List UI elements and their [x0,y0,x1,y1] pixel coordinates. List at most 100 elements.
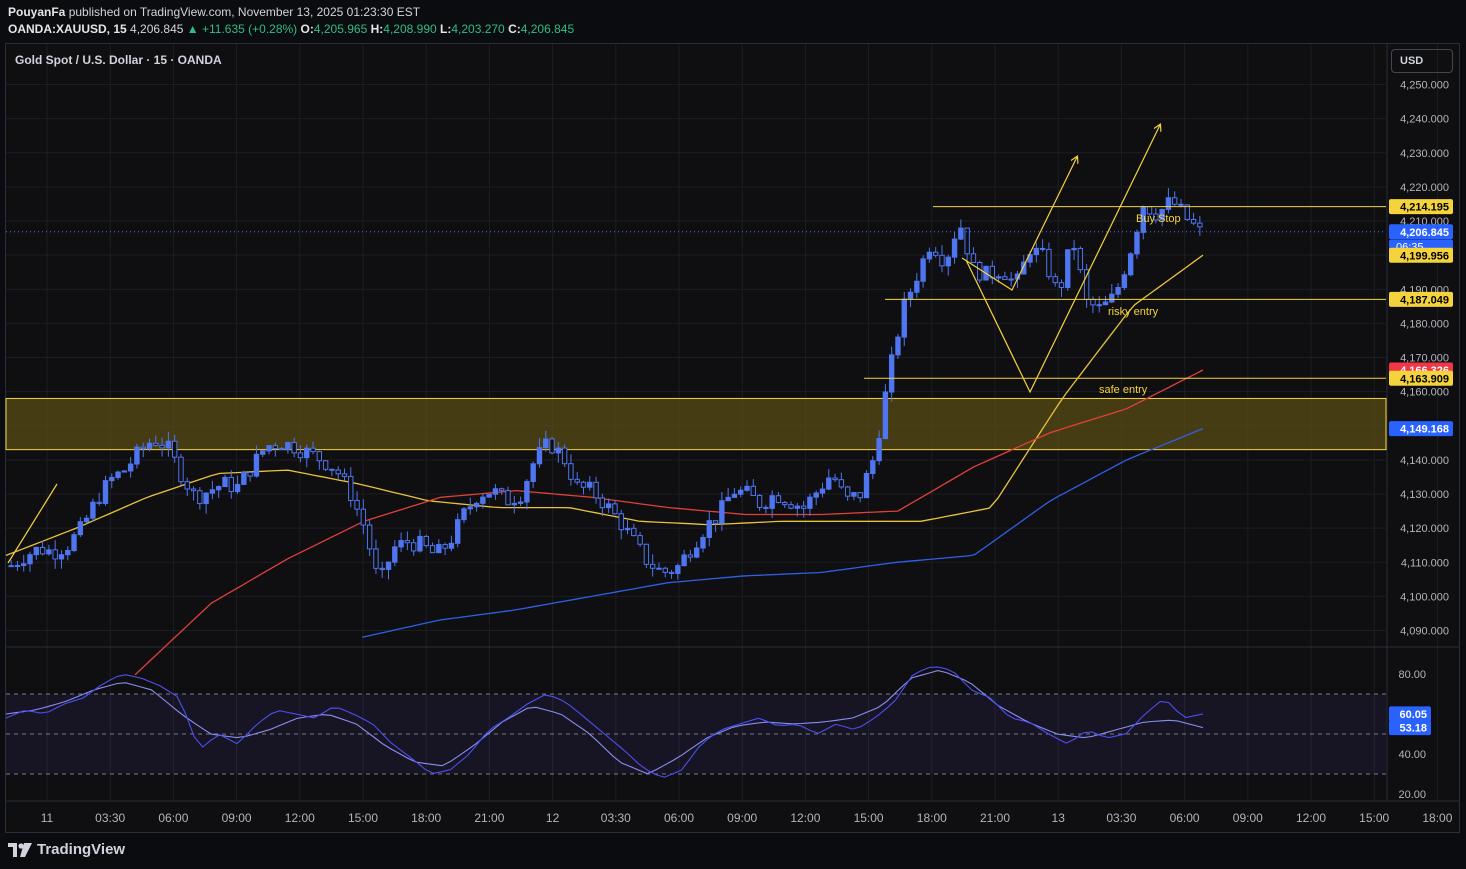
candle-bull [995,276,1002,279]
time-tick-label: 18:00 [917,811,947,825]
candle-bull [46,549,52,555]
candle-bull [1065,249,1071,288]
candle-bull [209,489,216,494]
author-name[interactable]: PouyanFa [8,5,66,19]
candle-bear [228,476,234,493]
candle-bull [203,492,209,505]
candle-bull [1109,293,1115,303]
candle-bull [121,470,128,473]
time-tick-label: 03:30 [601,811,631,825]
candle-bull [863,472,870,499]
candle-bull [1134,231,1140,255]
candle-bull [1165,197,1172,210]
time-tick-label: 13 [1052,811,1066,825]
publish-info: published on TradingView.com, November 1… [68,5,421,19]
candle-bull [58,554,65,560]
time-tick-label: 15:00 [348,811,378,825]
candle-bear [272,445,279,450]
candles [8,187,1203,580]
candle-bear [549,438,555,454]
candle-bull [65,549,71,556]
time-tick-label: 11 [41,811,54,825]
candle-bear [52,549,58,560]
candle-bull [1127,253,1134,276]
candle-bull [486,493,492,498]
candle-bear [750,485,757,496]
price-label-box-drawing [1389,291,1453,307]
tradingview-logo[interactable]: TradingView [8,841,125,858]
currency-button[interactable]: USD [1391,49,1453,73]
price-axis[interactable]: 4,250.000 4,240.000 4,230.000 4,220.000 4,21… [1389,80,1453,802]
candle-bear [756,494,763,508]
zigzag-risky-arrow[interactable] [961,157,1077,291]
candle-bear [763,506,769,509]
rsi-value-box [1389,720,1431,736]
candle-bull [253,453,260,477]
high-value: 4,208.990 [383,22,437,36]
candle-bear [775,495,782,504]
candle-bull [744,485,750,491]
candle-bear [649,563,656,569]
candle-bull [448,542,455,549]
publish-line: PouyanFa published on TradingView.com, N… [8,4,574,21]
candle-bear [410,542,417,552]
tradingview-logo-icon [8,842,32,857]
ema-slow-line [361,427,1204,638]
candle-bear [1190,218,1197,224]
candle-bull [656,567,662,570]
candle-bear [341,473,348,477]
price-label-drawing: 4,214.195 [1400,202,1449,214]
candle-bull [109,476,115,482]
candle-bear [1058,282,1065,288]
rsi-value-box [1389,706,1431,722]
candle-bull [926,251,933,260]
candle-bull [1102,301,1109,306]
candle-bear [1184,204,1190,220]
candle-bear [1171,197,1178,205]
trade-drawings[interactable]: Buy Stop risky entry safe entry [6,125,1386,564]
ohlc-line: OANDA:XAUUSD, 15 4,206.845 ▲ +11.635 (+0… [8,21,574,38]
price-tick-label: 4,170.000 [1400,353,1449,365]
risky-entry-label: risky entry [1108,306,1159,318]
candle-bear [316,451,323,462]
candle-bull [304,447,310,459]
candle-bull [398,540,404,548]
candle-bear [278,448,285,451]
candle-bull [700,536,706,549]
candle-bear [190,488,197,492]
candle-bull [675,565,681,574]
candle-bear [354,499,360,510]
candle-bear [197,490,203,505]
candle-bull [693,547,700,558]
price-change: +11.635 (+0.28%) [202,22,298,36]
candle-bear [568,463,574,480]
candle-bull [492,488,499,495]
candle-bear [970,253,977,263]
candle-bull [951,238,958,258]
trend-line-left[interactable] [7,483,58,564]
candle-bear [687,554,694,558]
safe-entry-label: safe entry [1099,384,1148,396]
price-label-box-ema_fast [1389,247,1453,263]
candle-bull [102,480,109,504]
candle-bull [222,476,228,488]
price-label-box-drawing [1389,370,1453,386]
candle-bear [159,444,165,449]
time-axis[interactable]: 11 03:30 06:00 09:00 12:00 15:00 18:00 21:00 12 0… [41,811,1453,825]
candle-bear [662,567,668,573]
candle-bear [1002,276,1008,281]
candle-bear [247,471,253,477]
candle-bull [436,544,442,554]
candle-bull [461,508,467,521]
candle-bull [392,546,398,563]
zigzag-safe-arrow[interactable] [965,125,1160,394]
candle-bull [480,496,486,504]
price-tick-label: 4,090.000 [1400,626,1449,638]
price-tick-label: 4,240.000 [1400,114,1449,126]
candle-bear [360,508,367,526]
high-label: H: [370,22,384,36]
candle-bull [1159,208,1165,221]
price-tick-label: 4,100.000 [1400,591,1449,603]
candle-bear [153,442,159,446]
